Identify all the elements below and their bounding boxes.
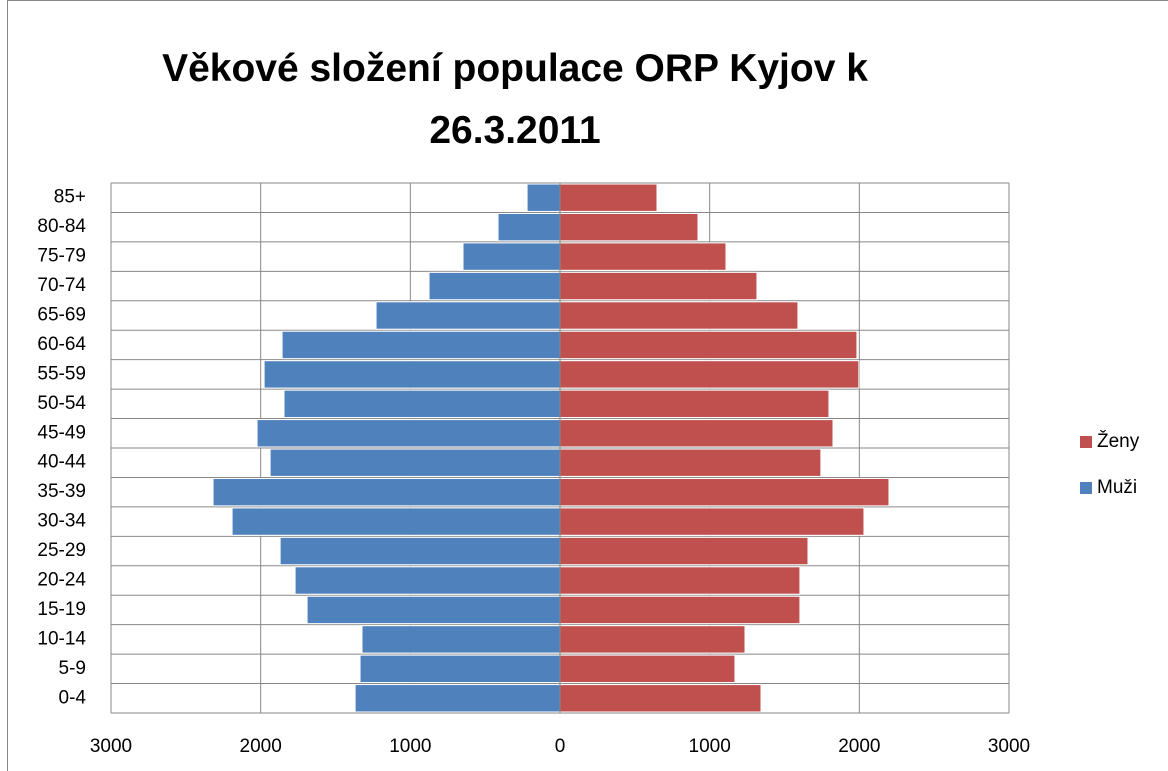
legend-swatch [1080,436,1092,448]
bar [294,566,561,595]
bar [559,448,822,477]
y-tick-label: 35-39 [37,481,86,502]
y-tick-label: 65-69 [37,305,86,326]
bar [559,360,860,389]
bar [559,654,736,684]
x-tick-label: 2000 [240,736,282,757]
x-tick-label: 3000 [988,736,1030,757]
bar [559,242,727,271]
chart-frame [7,0,1168,771]
bar [462,242,561,271]
bar [354,684,561,713]
y-tick-label: 20-24 [37,570,86,591]
chart-title: Věkové složení populace ORP Kyjov k 26.3… [162,47,868,152]
y-tick-label: 0-4 [59,687,87,708]
legend-label: Muži [1097,477,1137,498]
x-tick-label: 3000 [90,736,132,757]
y-tick-label: 45-49 [37,422,86,443]
y-tick-label: 85+ [54,187,86,208]
bar [212,477,561,507]
x-tick-label: 1000 [689,736,731,757]
bar [559,566,801,595]
bar [559,625,746,654]
bar [269,448,561,477]
bar [559,212,699,242]
y-tick-label: 75-79 [37,246,86,267]
bar [559,419,834,448]
bar [361,625,561,654]
bar [279,536,561,566]
y-tick-label: 25-29 [37,540,86,561]
y-tick-label: 30-34 [37,511,86,532]
y-tick-label: 15-19 [37,599,86,620]
bar [559,183,658,212]
bar [559,301,799,330]
legend-swatch [1080,482,1092,494]
bar [559,271,758,301]
y-tick-label: 5-9 [59,658,86,679]
y-tick-label: 50-54 [37,393,86,414]
bar [306,595,561,625]
bar [559,389,830,419]
bar [283,389,561,419]
bar [428,271,561,301]
y-tick-label: 55-59 [37,363,86,384]
bar [559,684,762,713]
bar [559,507,865,536]
y-tick-label: 40-44 [37,452,86,473]
bar [281,330,561,360]
bar [375,301,561,330]
bar [559,330,858,360]
bar [231,507,561,536]
legend-label: Ženy [1097,430,1140,452]
bar [559,536,809,566]
bar [497,212,561,242]
y-tick-label: 60-64 [37,334,86,355]
bar [256,419,561,448]
bar [359,654,561,684]
bar [559,595,801,625]
y-tick-label: 10-14 [37,628,86,649]
y-tick-label: 80-84 [37,216,86,237]
x-tick-label: 1000 [389,736,431,757]
bar [263,360,561,389]
y-tick-label: 70-74 [37,275,86,296]
x-tick-label: 2000 [838,736,880,757]
bar [559,477,890,507]
x-tick-label: 0 [555,736,566,757]
bar [526,183,561,212]
